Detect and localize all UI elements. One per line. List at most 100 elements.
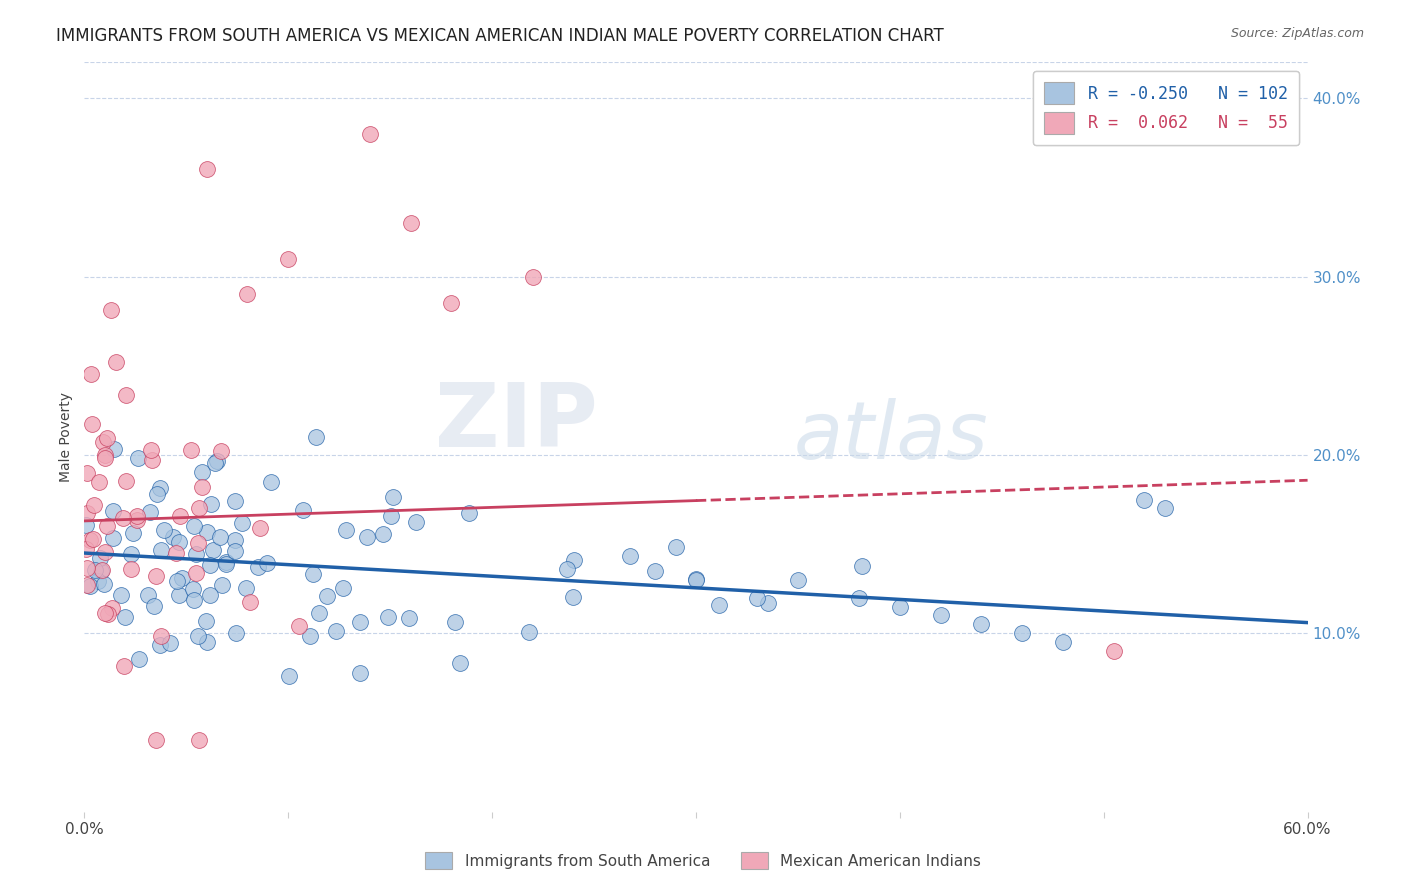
Point: [125, 509, 148, 524]
Point: [110, 588, 132, 602]
Point: [141, 442, 163, 457]
Point: [277, 252, 299, 266]
Point: [685, 573, 707, 587]
Point: [224, 533, 246, 548]
Point: [93, 544, 115, 558]
Point: [112, 659, 135, 673]
Point: [316, 589, 339, 603]
Point: [96, 518, 118, 533]
Point: [169, 589, 191, 603]
Point: [139, 505, 162, 519]
Point: [399, 216, 422, 230]
Point: [449, 657, 471, 671]
Point: [83, 498, 105, 512]
Point: [120, 562, 142, 576]
Point: [87, 574, 110, 588]
Point: [198, 588, 221, 602]
Point: [208, 530, 231, 544]
Point: [87, 475, 110, 490]
Point: [100, 303, 122, 318]
Point: [79, 533, 101, 547]
Legend: Immigrants from South America, Mexican American Indians: Immigrants from South America, Mexican A…: [419, 846, 987, 875]
Point: [165, 545, 187, 559]
Point: [325, 624, 347, 639]
Point: [562, 591, 585, 605]
Point: [458, 506, 481, 520]
Point: [214, 558, 236, 572]
Point: [236, 287, 259, 301]
Point: [186, 547, 208, 561]
Point: [288, 618, 311, 632]
Point: [239, 595, 262, 609]
Point: [127, 513, 149, 527]
Point: [183, 592, 205, 607]
Point: [685, 572, 707, 586]
Point: [76, 466, 98, 480]
Point: [101, 504, 124, 518]
Point: [200, 558, 222, 573]
Point: [82, 532, 104, 546]
Point: [215, 555, 238, 569]
Point: [103, 531, 125, 545]
Point: [278, 669, 301, 683]
Point: [235, 582, 257, 596]
Point: [398, 611, 420, 625]
Point: [159, 636, 181, 650]
Point: [97, 607, 120, 622]
Point: [1102, 644, 1125, 658]
Point: [619, 549, 641, 564]
Point: [149, 482, 172, 496]
Point: [120, 548, 142, 562]
Point: [302, 566, 325, 581]
Point: [190, 480, 212, 494]
Point: [188, 501, 211, 516]
Point: [79, 368, 101, 382]
Point: [1133, 492, 1156, 507]
Text: IMMIGRANTS FROM SOUTH AMERICA VS MEXICAN AMERICAN INDIAN MALE POVERTY CORRELATIO: IMMIGRANTS FROM SOUTH AMERICA VS MEXICAN…: [56, 27, 943, 45]
Point: [204, 456, 226, 470]
Point: [142, 599, 165, 614]
Point: [84, 563, 107, 577]
Point: [231, 516, 253, 531]
Point: [150, 629, 173, 643]
Point: [205, 454, 228, 468]
Point: [889, 599, 911, 614]
Point: [405, 516, 427, 530]
Point: [162, 530, 184, 544]
Point: [191, 466, 214, 480]
Point: [94, 450, 117, 465]
Point: [848, 591, 870, 605]
Point: [359, 127, 381, 141]
Point: [381, 490, 404, 504]
Point: [93, 577, 115, 591]
Point: [519, 625, 541, 640]
Point: [187, 733, 209, 747]
Point: [665, 540, 688, 554]
Point: [145, 733, 167, 747]
Point: [146, 486, 169, 500]
Point: [260, 475, 283, 490]
Point: [929, 608, 952, 623]
Point: [444, 615, 467, 630]
Legend: R = -0.250   N = 102, R =  0.062   N =  55: R = -0.250 N = 102, R = 0.062 N = 55: [1032, 70, 1299, 145]
Point: [371, 526, 394, 541]
Point: [200, 497, 222, 511]
Point: [115, 475, 138, 489]
Point: [194, 614, 217, 628]
Point: [186, 566, 208, 580]
Point: [308, 607, 330, 621]
Point: [90, 564, 112, 578]
Point: [349, 666, 371, 681]
Point: [75, 517, 97, 532]
Point: [91, 563, 114, 577]
Point: [224, 543, 246, 558]
Point: [356, 530, 378, 544]
Point: [335, 523, 357, 537]
Point: [211, 578, 233, 592]
Point: [79, 579, 101, 593]
Point: [747, 591, 769, 605]
Point: [756, 596, 779, 610]
Point: [80, 417, 103, 432]
Text: Source: ZipAtlas.com: Source: ZipAtlas.com: [1230, 27, 1364, 40]
Point: [970, 617, 993, 632]
